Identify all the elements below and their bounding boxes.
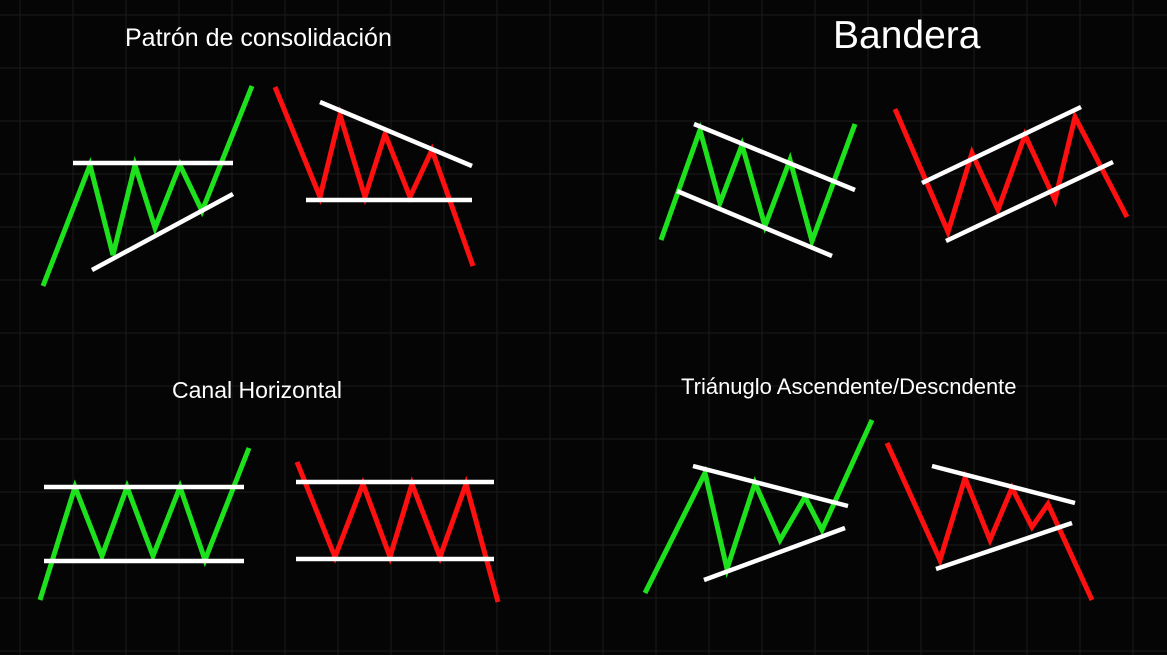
flag-bearish-pattern [892, 104, 1130, 244]
triangle-bullish-pattern [642, 418, 875, 595]
consolidation-bearish-upper-boundary [319, 99, 473, 169]
channel-bullish-pattern [37, 447, 252, 601]
consolidation-bearish-pattern [272, 86, 476, 267]
flag-bullish-pattern [658, 121, 858, 259]
triangle-bullish-upper-boundary [692, 463, 849, 509]
triangle-bearish-upper-boundary [931, 463, 1076, 506]
triangle-bullish-trend-line [642, 418, 875, 595]
flag-bullish-trend-line [658, 121, 858, 250]
channel-bearish-trend-line [294, 461, 501, 603]
flag-bearish-lower-boundary [945, 159, 1114, 244]
flag-bearish-trend-line [892, 108, 1130, 240]
triangle-bullish-lower-boundary [703, 525, 846, 583]
consolidation-bullish-lower-boundary [90, 192, 235, 272]
flag-bullish-upper-boundary [693, 121, 856, 193]
channel-bullish-trend-line [37, 447, 252, 601]
triangle-bearish-trend-line [884, 441, 1095, 602]
consolidation-bullish-pattern [40, 85, 255, 287]
consolidation-title: Patrón de consolidación [125, 24, 392, 52]
flag-bearish-upper-boundary [921, 104, 1082, 186]
flag-title: Bandera [833, 14, 981, 57]
consolidation-bearish-trend-line [272, 86, 476, 267]
triangle-bearish-lower-boundary [935, 520, 1073, 572]
flag-bullish-lower-boundary [676, 188, 833, 259]
triangle-bearish-pattern [884, 441, 1095, 602]
consolidation-bullish-trend-line [40, 85, 255, 287]
channel-bearish-pattern [294, 461, 501, 603]
triangle-title: Triánuglo Ascendente/Descndente [681, 374, 1017, 399]
horizontal-channel-title: Canal Horizontal [172, 377, 343, 403]
